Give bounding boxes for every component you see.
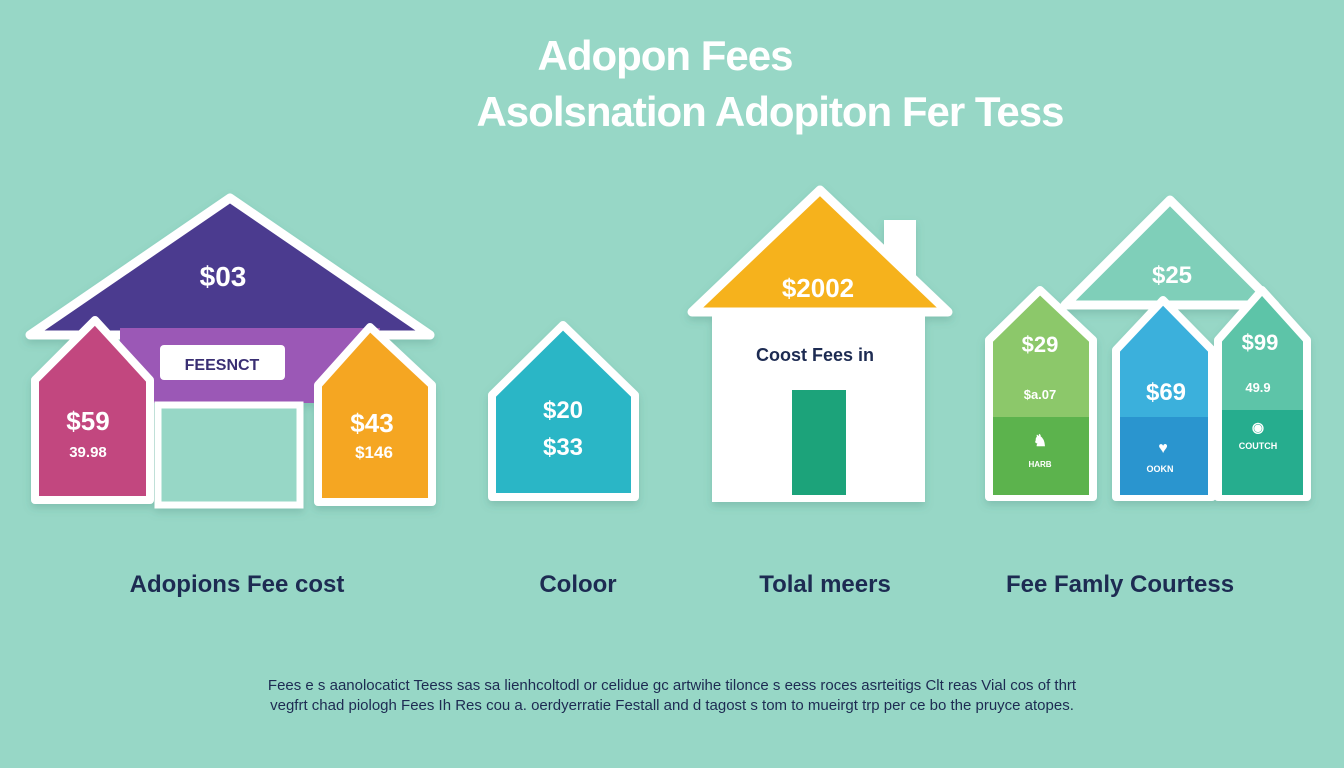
house4-right-sub: 49.9 xyxy=(1245,380,1270,395)
house4-caption: Fee Famly Courtess xyxy=(1006,571,1234,598)
house4-back-roof xyxy=(1060,195,1280,310)
house1-banner-box xyxy=(160,345,285,380)
house4-mid-icon: ♥ xyxy=(1158,440,1168,457)
house-3 xyxy=(687,185,953,502)
house1-right-tag xyxy=(314,323,436,506)
house2-sub: $33 xyxy=(543,434,583,461)
house-4 xyxy=(985,195,1311,501)
house1-right-sub: $146 xyxy=(355,443,393,462)
house-2 xyxy=(488,321,639,501)
house4-right-label: COUTCH xyxy=(1239,441,1278,451)
house1-caption: Adopions Fee cost xyxy=(130,571,345,598)
house1-banner: FEESNCT xyxy=(185,357,260,374)
house1-roof-price: $03 xyxy=(200,261,247,292)
house4-mid-label: OOKN xyxy=(1147,464,1174,474)
house4-left-icon: ♞ xyxy=(1033,433,1047,450)
house2-price: $20 xyxy=(543,397,583,424)
house3-roof-price: $2002 xyxy=(782,273,854,303)
house3-body-text: Coost Fees in xyxy=(756,345,874,365)
house-1 xyxy=(25,193,436,509)
footer-line1: Fees e s aanolocatict Teess sas sa lienh… xyxy=(267,677,1077,694)
house4-roof-price: $25 xyxy=(1152,262,1192,289)
house2-tag xyxy=(488,321,639,501)
house3-roof xyxy=(687,185,953,317)
house4-mid-price: $69 xyxy=(1146,379,1186,406)
house3-door xyxy=(792,390,846,495)
house1-right-price: $43 xyxy=(350,408,393,438)
house2-caption: Coloor xyxy=(539,571,616,598)
footer-line2: vegfrt chad piologh Fees Ih Res cou a. o… xyxy=(270,697,1074,714)
house4-right-icon: ◉ xyxy=(1252,419,1264,435)
house4-left-label: HARB xyxy=(1028,460,1051,469)
house1-left-sub: 39.98 xyxy=(69,444,107,461)
title-line1: Adopon Fees xyxy=(537,32,792,79)
house4-left-price: $29 xyxy=(1022,332,1059,357)
house4-right-price: $99 xyxy=(1242,330,1279,355)
house3-caption: Tolal meers xyxy=(759,571,891,598)
house1-left-tag xyxy=(31,316,154,504)
house4-left-sub: $a.07 xyxy=(1024,387,1057,402)
house1-left-price: $59 xyxy=(66,406,109,436)
house1-door xyxy=(154,401,304,509)
title-line2: Asolsnation Adopiton Fer Tess xyxy=(476,88,1063,135)
